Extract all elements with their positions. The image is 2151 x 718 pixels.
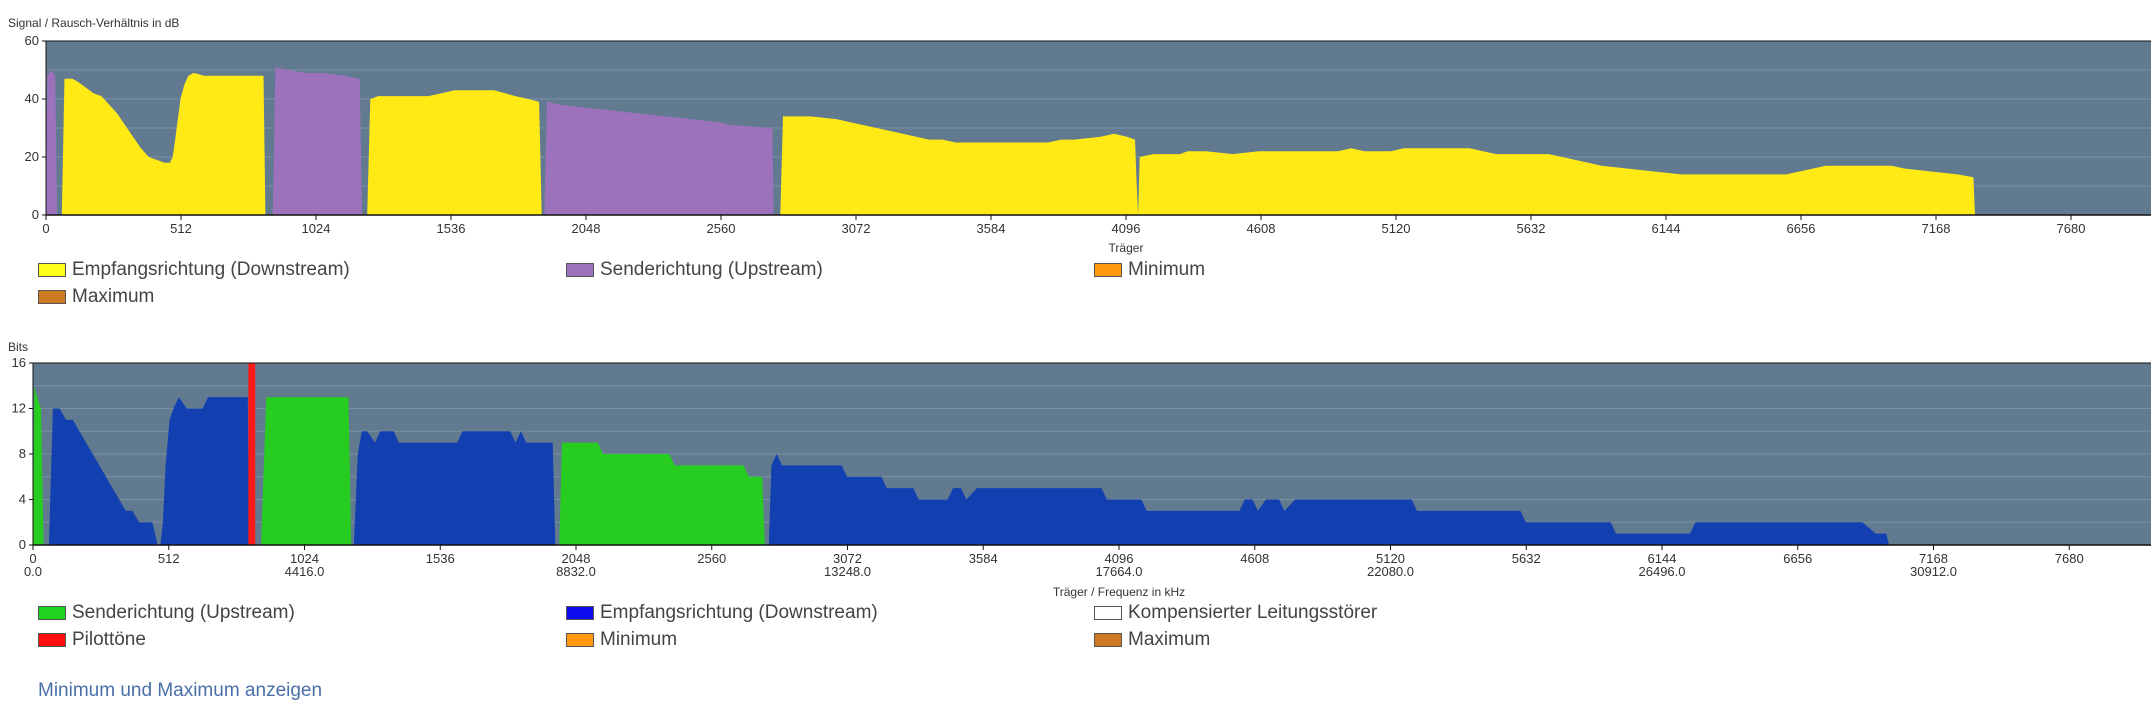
show-min-max-link[interactable]: Minimum und Maximum anzeigen <box>38 680 323 701</box>
series-area <box>272 67 362 215</box>
legend-label: Pilottöne <box>72 629 146 650</box>
freq-tick-label: 4416.0 <box>285 564 325 579</box>
legend-label: Maximum <box>1128 629 1211 650</box>
y-axis-label: Signal / Rausch-Verhältnis in dB <box>8 16 179 30</box>
series-area <box>248 363 256 545</box>
x-tick-label: 2048 <box>562 551 591 566</box>
x-tick-label: 7168 <box>1919 551 1948 566</box>
x-tick-label: 6144 <box>1652 221 1681 236</box>
legend-item-minimum[interactable]: Minimum <box>566 628 677 652</box>
legend-item-maximum[interactable]: Maximum <box>38 285 154 309</box>
x-tick-label: 3584 <box>977 221 1006 236</box>
x-tick-label: 4096 <box>1112 221 1141 236</box>
legend-swatch <box>1094 633 1122 647</box>
x-tick-label: 5632 <box>1517 221 1546 236</box>
freq-tick-label: 8832.0 <box>556 564 596 579</box>
legend-item-crosstalk[interactable]: Kompensierter Leitungsstörer <box>1094 601 1377 625</box>
freq-tick-label: 0.0 <box>24 564 42 579</box>
x-axis-label: Träger / Frequenz in kHz <box>1053 585 1185 599</box>
x-tick-label: 6144 <box>1648 551 1677 566</box>
series-area <box>367 90 542 215</box>
x-tick-label: 1536 <box>426 551 455 566</box>
series-area <box>559 442 765 545</box>
legend-item-minimum[interactable]: Minimum <box>1094 258 1205 282</box>
freq-tick-label: 13248.0 <box>824 564 871 579</box>
series-area <box>544 101 774 215</box>
freq-tick-label: 30912.0 <box>1910 564 1957 579</box>
y-tick-label: 0 <box>19 537 26 552</box>
x-tick-label: 3584 <box>969 551 998 566</box>
x-tick-label: 1024 <box>302 221 331 236</box>
legend-item-downstream[interactable]: Empfangsrichtung (Downstream) <box>38 258 350 282</box>
y-tick-label: 40 <box>25 91 39 106</box>
x-tick-label: 3072 <box>842 221 871 236</box>
series-area <box>33 385 44 545</box>
x-tick-label: 2048 <box>572 221 601 236</box>
x-tick-label: 5120 <box>1382 221 1411 236</box>
series-area <box>353 431 556 545</box>
x-tick-label: 512 <box>158 551 180 566</box>
series-area <box>261 397 352 545</box>
legend-item-upstream[interactable]: Senderichtung (Upstream) <box>566 258 823 282</box>
series-area <box>46 70 58 215</box>
legend-swatch <box>38 263 66 277</box>
y-tick-label: 8 <box>19 446 26 461</box>
legend-label: Minimum <box>1128 259 1206 280</box>
y-tick-label: 20 <box>25 149 39 164</box>
x-tick-label: 2560 <box>697 551 726 566</box>
legend-swatch <box>38 606 66 620</box>
y-tick-label: 12 <box>12 401 26 416</box>
legend-label: Empfangsrichtung (Downstream) <box>600 602 878 623</box>
legend-swatch <box>38 633 66 647</box>
x-tick-label: 4608 <box>1247 221 1276 236</box>
legend-item-upstream[interactable]: Senderichtung (Upstream) <box>38 601 295 625</box>
series-area <box>780 116 1975 215</box>
legend-swatch <box>566 633 594 647</box>
legend-label: Senderichtung (Upstream) <box>600 259 823 280</box>
x-tick-label: 4096 <box>1105 551 1134 566</box>
x-tick-label: 1536 <box>437 221 466 236</box>
legend-item-pilot-tones[interactable]: Pilottöne <box>38 628 146 652</box>
legend-swatch <box>566 263 594 277</box>
y-axis-label: Bits <box>8 340 28 354</box>
x-tick-label: 5120 <box>1376 551 1405 566</box>
x-tick-label: 1024 <box>290 551 319 566</box>
legend-label: Maximum <box>72 286 155 307</box>
y-tick-label: 4 <box>19 492 26 507</box>
x-tick-label: 2560 <box>707 221 736 236</box>
legend-swatch <box>566 606 594 620</box>
bits-chart: Bits 0 4 8 12 16 0 512 1024 1536 2048 2560 3072 3584 4… <box>8 340 2151 599</box>
series-area <box>48 397 250 545</box>
x-axis-label: Träger <box>1109 241 1144 255</box>
x-tick-label: 0 <box>42 221 49 236</box>
x-tick-label: 6656 <box>1783 551 1812 566</box>
y-tick-label: 16 <box>12 355 26 370</box>
legend-swatch <box>1094 263 1122 277</box>
legend-swatch <box>38 290 66 304</box>
legend-swatch <box>1094 606 1122 620</box>
x-tick-label: 5632 <box>1512 551 1541 566</box>
x-tick-label: 7680 <box>2055 551 2084 566</box>
legend-label: Minimum <box>600 629 678 650</box>
y-tick-label: 0 <box>32 207 39 222</box>
freq-tick-label: 26496.0 <box>1639 564 1686 579</box>
legend-label: Senderichtung (Upstream) <box>72 602 295 623</box>
series-area <box>768 454 1889 545</box>
x-tick-label: 0 <box>29 551 36 566</box>
y-tick-label: 60 <box>25 33 39 48</box>
x-tick-label: 4608 <box>1240 551 1269 566</box>
x-tick-label: 512 <box>170 221 192 236</box>
freq-tick-label: 22080.0 <box>1367 564 1414 579</box>
snr-chart: Signal / Rausch-Verhältnis in dB 0 20 40 60 0… <box>8 16 2151 255</box>
x-tick-label: 3072 <box>833 551 862 566</box>
x-tick-label: 6656 <box>1787 221 1816 236</box>
x-tick-label: 7680 <box>2057 221 2086 236</box>
legend-label: Kompensierter Leitungsstörer <box>1128 602 1378 623</box>
legend-label: Empfangsrichtung (Downstream) <box>72 259 350 280</box>
legend-item-maximum[interactable]: Maximum <box>1094 628 1210 652</box>
legend-item-downstream[interactable]: Empfangsrichtung (Downstream) <box>566 601 878 625</box>
freq-tick-label: 17664.0 <box>1096 564 1143 579</box>
series-area <box>61 72 266 216</box>
x-tick-label: 7168 <box>1922 221 1951 236</box>
